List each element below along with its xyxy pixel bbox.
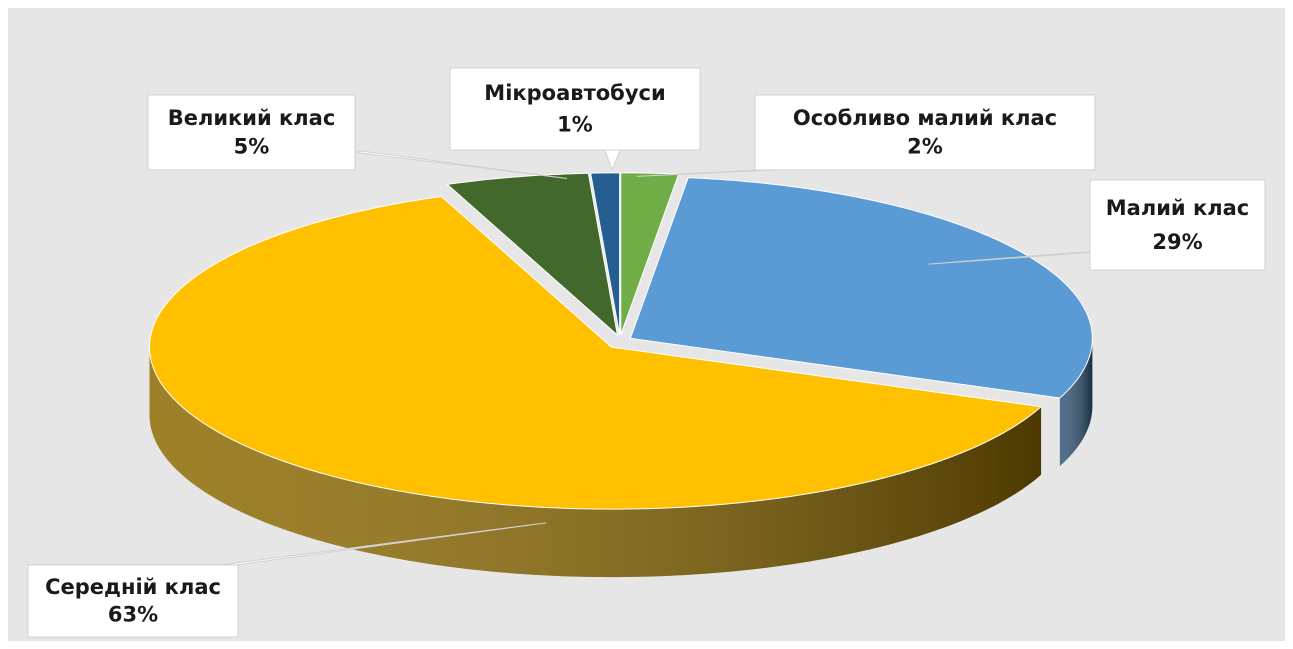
slice-side-shade: [1059, 338, 1093, 466]
slice-side-shade: [149, 347, 1042, 578]
data-label-value: 29%: [1152, 230, 1202, 254]
data-label-value: 1%: [557, 112, 593, 136]
data-label-name: Мікроавтобуси: [484, 81, 665, 105]
data-label-name: Великий клас: [168, 106, 336, 130]
data-label-value: 63%: [108, 602, 158, 626]
slice: [620, 172, 680, 335]
label-box: [27, 564, 239, 638]
label-box: [449, 67, 701, 151]
slice: [149, 195, 1043, 510]
slice: [446, 172, 619, 337]
data-label-name: Малий клас: [1106, 196, 1249, 220]
data-label-value: 5%: [234, 135, 270, 159]
data-label-name: Особливо малий клас: [793, 106, 1057, 130]
label-box: [1089, 179, 1266, 271]
data-label-name: Середній клас: [45, 575, 221, 599]
label-box: [147, 94, 356, 171]
data-label-value: 2%: [907, 135, 943, 159]
slice: [590, 172, 621, 335]
label-box: [754, 94, 1096, 171]
